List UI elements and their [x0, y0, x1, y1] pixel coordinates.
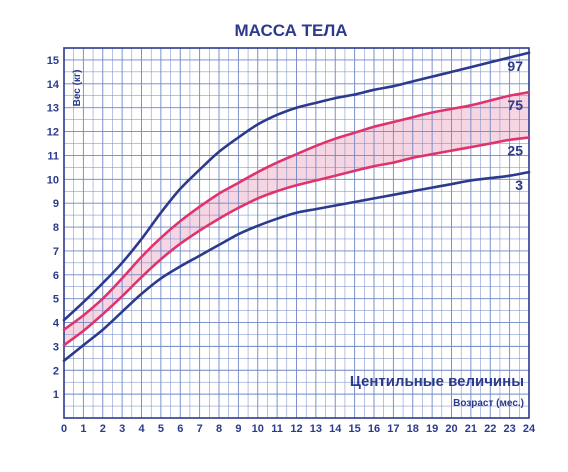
x-tick-label: 23 — [504, 423, 516, 435]
y-axis-label: Вес (кг) — [72, 70, 83, 107]
x-tick-label: 0 — [61, 423, 67, 435]
y-tick-label: 11 — [47, 150, 59, 162]
x-axis-label: Возраст (мес.) — [453, 398, 524, 409]
y-tick-label: 6 — [53, 270, 59, 282]
y-tick-label: 3 — [53, 341, 59, 353]
x-axis-ticks: 0 1 2 3 4 5 6 7 8 9 10 11 12 13 14 15 16 17 18 19 20 21 22 23 24 — [61, 423, 536, 435]
series-line-75 — [62, 90, 531, 331]
plot-frame — [63, 47, 530, 419]
series-labels: 97 75 25 3 — [507, 58, 523, 193]
chart-title: МАССА ТЕЛА — [234, 21, 347, 40]
x-tick-label: 12 — [290, 423, 302, 435]
x-tick-label: 15 — [349, 423, 361, 435]
y-tick-label: 4 — [53, 318, 60, 330]
y-tick-label: 13 — [47, 103, 59, 115]
annotation-text: Центильные величины — [350, 373, 524, 390]
x-tick-label: 16 — [368, 423, 380, 435]
series-label-75: 75 — [507, 97, 523, 113]
x-tick-label: 5 — [158, 423, 164, 435]
series-line-25 — [62, 136, 531, 347]
x-tick-label: 19 — [426, 423, 438, 435]
x-tick-label: 8 — [216, 423, 222, 435]
x-tick-label: 11 — [271, 423, 283, 435]
x-tick-label: 20 — [445, 423, 457, 435]
x-tick-label: 9 — [235, 423, 241, 435]
series-lines — [62, 51, 531, 362]
x-tick-label: 3 — [119, 423, 125, 435]
series-label-3: 3 — [515, 177, 523, 193]
x-tick-label: 21 — [465, 423, 477, 435]
x-tick-label: 4 — [138, 423, 145, 435]
x-tick-label: 24 — [523, 423, 536, 435]
y-tick-label: 7 — [53, 246, 59, 258]
x-tick-label: 6 — [177, 423, 183, 435]
x-tick-label: 13 — [310, 423, 322, 435]
x-tick-label: 7 — [197, 423, 203, 435]
x-tick-label: 14 — [329, 423, 342, 435]
plot-border — [63, 47, 530, 419]
x-tick-label: 22 — [484, 423, 496, 435]
y-tick-label: 8 — [53, 222, 59, 234]
grid — [64, 48, 529, 418]
y-tick-label: 9 — [53, 198, 59, 210]
series-label-25: 25 — [507, 143, 523, 159]
y-tick-label: 1 — [53, 389, 59, 401]
y-tick-label: 15 — [47, 55, 59, 67]
x-tick-label: 1 — [80, 423, 86, 435]
y-tick-label: 14 — [47, 79, 60, 91]
series-line-97 — [62, 51, 531, 322]
x-tick-label: 2 — [100, 423, 106, 435]
x-tick-label: 18 — [407, 423, 419, 435]
y-tick-label: 10 — [47, 174, 59, 186]
x-tick-label: 17 — [387, 423, 399, 435]
y-tick-label: 12 — [47, 127, 59, 139]
series-label-97: 97 — [507, 58, 523, 74]
x-tick-label: 10 — [252, 423, 264, 435]
y-tick-label: 5 — [53, 294, 59, 306]
series-line-3 — [62, 170, 531, 362]
y-tick-label: 2 — [53, 365, 59, 377]
